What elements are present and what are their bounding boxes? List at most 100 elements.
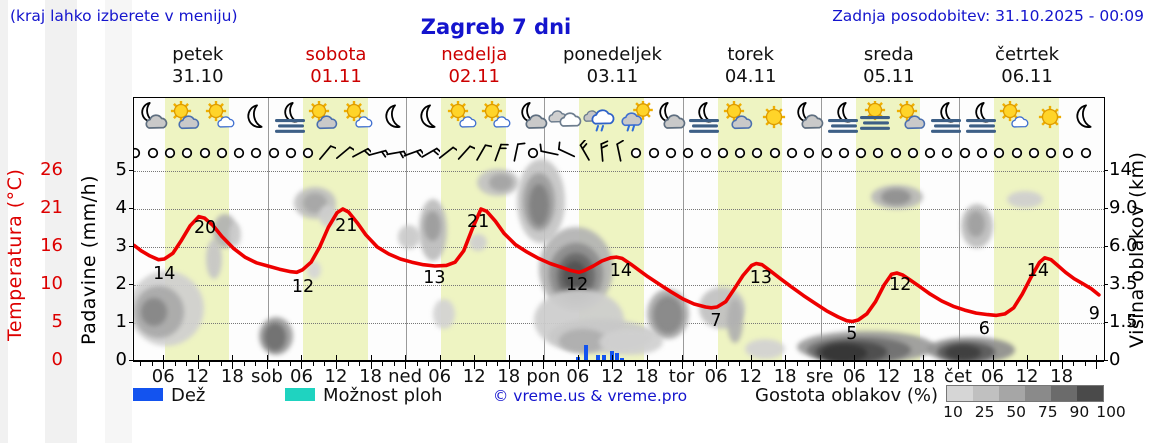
x-tick [428,362,430,366]
gradient-value-label: 75 [1037,403,1058,421]
x-tick-inner [923,355,925,360]
gradient-value-label: 10 [943,403,963,421]
x-tick [163,362,165,369]
cloud-blob [967,211,985,237]
x-hour-label: 12 [600,366,624,387]
x-tick-inner [370,355,372,360]
temp-value-label: 6 [978,318,990,339]
temp-value-label: 12 [566,275,589,295]
cloud-density-gradient [946,385,1104,402]
cloud-height-tick-label: 0 [1109,349,1121,370]
x-tick-inner [716,355,718,360]
x-tick [865,362,867,366]
moon-cloud-icon [789,101,827,133]
x-tick [796,362,798,366]
bg-stripe [105,0,132,443]
x-tick-inner [405,355,407,360]
x-tick [612,362,614,369]
cloud-height-tick-label: 6.0 [1109,235,1138,256]
cloud-scale-label: Gostota oblakov (%) [755,385,939,406]
moon-icon [1065,101,1103,133]
menu-hint-text: (kraj lahko izberete v meniju) [10,7,238,25]
copyright-link[interactable]: © vreme.us & vreme.pro [492,387,688,405]
right-axis-tick [1104,246,1108,247]
rain-bar [620,358,625,361]
x-tick [289,362,291,366]
sun-cloud-w-icon [478,100,516,133]
x-tick [416,362,418,366]
x-tick [1050,362,1052,366]
wind-calm-icon [643,140,665,166]
rain-legend-swatch [133,388,163,401]
cloud-blob [433,299,455,329]
precip-tick-label: 2 [115,273,127,294]
cloud-blob [398,225,420,249]
x-tick-inner [474,355,476,360]
x-tick [393,362,395,366]
wind-calm-icon [625,140,647,166]
wind-calm-icon [988,140,1010,166]
wind-calm-icon [954,140,976,166]
x-hour-label: 12 [462,366,486,387]
day-name: nedelja [441,44,508,65]
left-axis-tick [129,322,133,323]
x-day-abbrev: tor [668,366,695,387]
wind-barb-icon [539,140,561,166]
x-tick [911,362,913,366]
cloud-height-tick-label: 1.5 [1109,311,1138,332]
daylight-band [855,98,921,361]
gradient-segment [947,386,973,401]
day-name: sobota [305,44,367,65]
cloud-blob [881,189,911,205]
temp-tick-label: 16 [40,235,63,256]
x-tick [934,362,936,366]
x-day-abbrev: sob [250,366,283,387]
wind-calm-icon [280,140,302,166]
wind-calm-icon [660,140,682,166]
left-axis-tick [129,360,133,361]
wind-calm-icon [263,140,285,166]
x-tick [209,362,211,366]
wind-calm-icon [228,140,250,166]
x-tick [186,362,188,366]
x-tick [439,362,441,369]
temp-value-label: 14 [1026,260,1049,281]
wind-calm-icon [211,140,233,166]
x-tick [232,362,234,369]
rain-bar [595,354,600,361]
x-tick-inner [612,355,614,360]
sun-cloud-icon [893,100,931,133]
clouds-icon [547,101,585,133]
x-tick-inner [301,355,303,360]
x-tick [969,362,971,366]
moon-fog-icon [927,101,965,133]
wind-calm-icon [677,140,699,166]
sun-cloud-icon [167,100,205,133]
sun-icon [755,101,793,133]
x-tick [831,362,833,366]
x-tick [762,362,764,366]
x-tick [151,362,153,366]
x-hour-label: 18 [773,366,797,387]
temp-value-label: 7 [710,311,722,332]
temp-value-label: 21 [466,212,490,233]
wind-calm-icon [746,140,768,166]
x-tick [1004,362,1006,366]
x-hour-label: 18 [497,366,521,387]
x-tick-inner [854,355,856,360]
x-tick [589,362,591,366]
x-tick [278,362,280,366]
x-tick [992,362,994,369]
wind-calm-icon [781,140,803,166]
x-tick [197,362,199,369]
x-tick-inner [543,355,545,360]
right-axis-tick [1104,322,1108,323]
day-date: 06.11 [1001,66,1053,87]
day-date: 02.11 [448,66,500,87]
x-tick-inner [819,355,821,360]
x-hour-label: 06 [981,366,1004,387]
temp-tick-label: 21 [40,197,63,218]
temp-axis-title: Temperatura (°C) [4,168,26,342]
cloud-rain-icon [582,101,620,133]
cloud-height-tick-label: 14 [1109,159,1132,180]
